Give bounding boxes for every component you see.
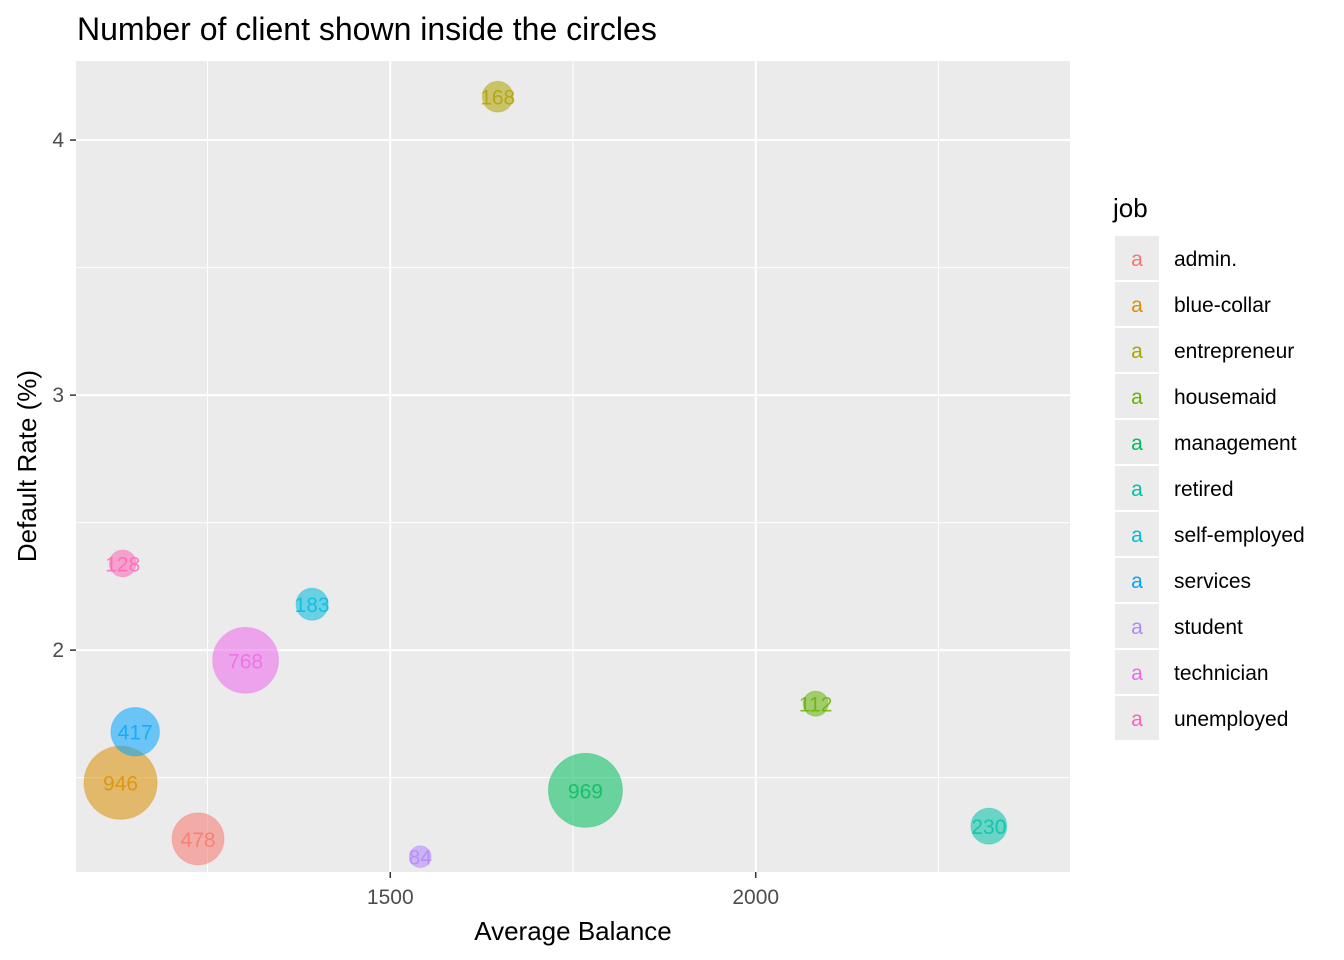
- legend-key-glyph: a: [1131, 248, 1143, 271]
- bubble-management: [547, 752, 623, 828]
- legend-key: [1115, 466, 1159, 510]
- x-tick-label: 2000: [732, 886, 779, 909]
- legend-key: [1115, 282, 1159, 326]
- bubble-label: 112: [799, 694, 832, 717]
- bubble-labels: 478 946 168 112 969 230 183 417 84 768 128: [103, 87, 1006, 870]
- bubble-label: 768: [228, 650, 263, 673]
- bubble-label: 128: [105, 553, 140, 576]
- legend-item: a housemaid: [1115, 374, 1277, 418]
- bubble-label: 946: [103, 773, 138, 796]
- y-axis-title: Default Rate (%): [12, 370, 42, 562]
- legend-item: a retired: [1115, 466, 1234, 510]
- legend-key: [1115, 328, 1159, 372]
- legend-label: blue-collar: [1174, 294, 1271, 317]
- bubble-label: 183: [295, 594, 330, 617]
- legend-label: retired: [1174, 478, 1234, 501]
- legend-key: [1115, 604, 1159, 648]
- legend-key-glyph: a: [1131, 340, 1143, 363]
- legend-key-glyph: a: [1131, 478, 1143, 501]
- legend-label: self-employed: [1174, 524, 1305, 547]
- legend-item: a blue-collar: [1115, 282, 1271, 326]
- bubble-student: [408, 845, 432, 869]
- legend-key: [1115, 512, 1159, 556]
- legend-label: housemaid: [1174, 386, 1277, 409]
- x-axis: 1500 2000: [367, 872, 779, 909]
- legend-label: unemployed: [1174, 708, 1288, 731]
- bubbles: [83, 80, 1008, 869]
- legend-item: a entrepreneur: [1115, 328, 1294, 372]
- bubble-retired: [970, 807, 1008, 845]
- x-tick-label: 1500: [367, 886, 414, 909]
- legend-key: [1115, 650, 1159, 694]
- bubble-admin: [171, 812, 225, 866]
- legend-key-glyph: a: [1131, 432, 1143, 455]
- y-tick-label: 3: [52, 384, 64, 407]
- legend-label: admin.: [1174, 248, 1237, 271]
- bubble-label: 969: [568, 780, 603, 803]
- bubble-label: 230: [971, 816, 1006, 839]
- bubble-label: 84: [409, 847, 433, 870]
- y-tick-label: 2: [52, 639, 64, 662]
- legend-key-glyph: a: [1131, 616, 1143, 639]
- legend-key: [1115, 236, 1159, 280]
- legend-item: a unemployed: [1115, 696, 1288, 740]
- legend-items: a admin. a blue-collar a entrepreneur a housema…: [1115, 236, 1305, 740]
- legend-item: a technician: [1115, 650, 1269, 694]
- y-tick-label: 4: [52, 129, 64, 152]
- legend-key: [1115, 558, 1159, 602]
- legend-key: [1115, 420, 1159, 464]
- legend-label: student: [1174, 616, 1243, 639]
- legend-label: entrepreneur: [1174, 340, 1294, 363]
- legend-item: a student: [1115, 604, 1243, 648]
- bubble-label: 417: [118, 722, 153, 745]
- bubble-entrepreneur: [481, 80, 514, 113]
- bubble-services: [110, 706, 160, 757]
- legend-item: a services: [1115, 558, 1251, 602]
- legend-key: [1115, 696, 1159, 740]
- legend-label: management: [1174, 432, 1297, 455]
- bubble-housemaid: [802, 690, 829, 717]
- legend-key-glyph: a: [1131, 524, 1143, 547]
- bubble-unemployed: [108, 549, 137, 578]
- x-axis-title: Average Balance: [474, 916, 672, 946]
- chart-title: Number of client shown inside the circle…: [77, 11, 657, 47]
- legend-item: a self-employed: [1115, 512, 1305, 556]
- legend-key-glyph: a: [1131, 294, 1143, 317]
- legend-item: a admin.: [1115, 236, 1237, 280]
- legend-label: technician: [1174, 662, 1269, 685]
- legend-item: a management: [1115, 420, 1297, 464]
- legend-key: [1115, 374, 1159, 418]
- legend-label: services: [1174, 570, 1251, 593]
- legend-key-glyph: a: [1131, 708, 1143, 731]
- bubble-technician: [212, 626, 280, 694]
- legend-key-glyph: a: [1131, 570, 1143, 593]
- y-axis: 2 3 4: [52, 129, 76, 662]
- legend: job a admin. a blue-collar a entrepreneur a hou…: [1112, 193, 1305, 740]
- bubble-label: 168: [480, 87, 515, 110]
- legend-key-glyph: a: [1131, 662, 1143, 685]
- bubble-label: 478: [181, 829, 216, 852]
- legend-title: job: [1112, 193, 1148, 223]
- bubble-self-employed: [295, 587, 329, 621]
- legend-key-glyph: a: [1131, 386, 1143, 409]
